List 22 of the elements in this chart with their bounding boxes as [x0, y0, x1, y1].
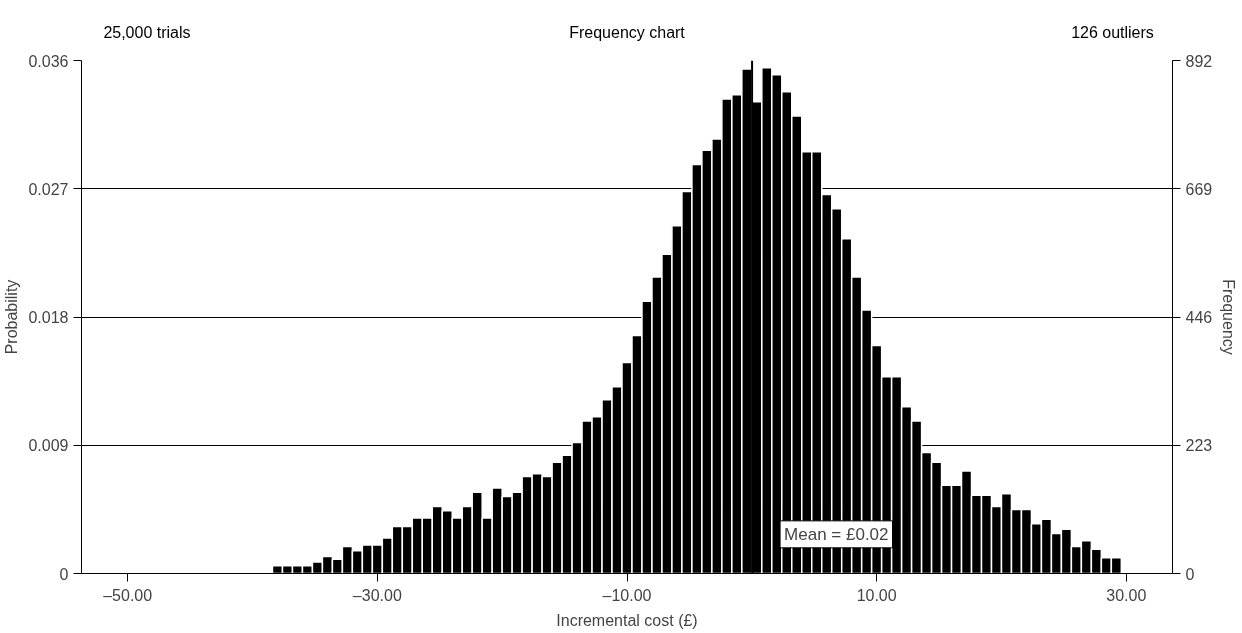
y-tick-label: 0	[59, 565, 69, 583]
y-tick-label: 0.018	[28, 309, 69, 326]
x-tick-label: 10.00	[856, 586, 897, 604]
x-axis-title: Incremental cost (£)	[556, 611, 698, 629]
y-axis-title: Probability	[3, 279, 21, 355]
x-tick-label: –50.00	[103, 586, 153, 604]
y2-tick-label: 0	[1185, 565, 1195, 583]
y2-tick-label: 669	[1185, 180, 1213, 198]
text: 126 outliers	[1071, 23, 1154, 41]
ref-line-label: Mean = £0.02	[784, 524, 889, 544]
y2-tick-label: 446	[1185, 309, 1213, 326]
y-tick-label: 0.009	[28, 437, 69, 455]
x-tick-label: –30.00	[352, 586, 402, 604]
x-tick-label: 30.00	[1106, 586, 1147, 604]
x-tick-label: –10.00	[602, 586, 652, 604]
chart-title: Frequency chart	[569, 23, 686, 41]
y-tick-label: 0.036	[28, 52, 69, 70]
y-tick-label: 0.027	[28, 180, 69, 198]
text: 25,000 trials	[103, 23, 191, 41]
y2-tick-label: 223	[1185, 437, 1213, 455]
y2-tick-label: 892	[1185, 52, 1213, 70]
y2-axis-title: Frequency	[1220, 279, 1238, 355]
